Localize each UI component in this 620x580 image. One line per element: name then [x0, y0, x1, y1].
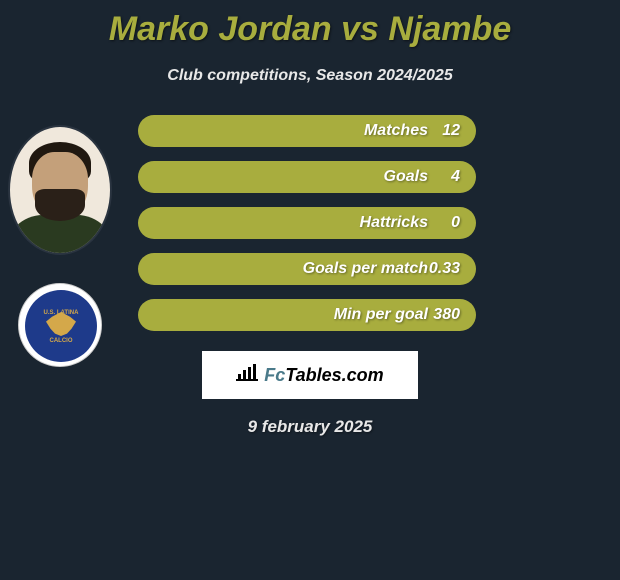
- club-badge-inner: U.S. LATINA CALCIO: [25, 290, 97, 362]
- club-badge: U.S. LATINA CALCIO: [18, 283, 102, 367]
- bar-chart-icon: [236, 364, 258, 387]
- content-area: U.S. LATINA CALCIO Matches 12 Goals 4 Ha…: [0, 115, 620, 437]
- source-logo-text: FcTables.com: [264, 365, 383, 386]
- player-photo: [8, 125, 112, 255]
- logo-suffix: Tables.com: [285, 365, 383, 385]
- stat-value: 380: [420, 299, 468, 331]
- stat-row-hattricks: Hattricks 0: [138, 207, 600, 239]
- stat-bar: Goals per match 0.33: [138, 253, 476, 285]
- stat-row-goals: Goals 4: [138, 161, 600, 193]
- stat-label: Hattricks: [138, 207, 428, 239]
- page-title: Marko Jordan vs Njambe: [0, 0, 620, 49]
- stat-value: 0: [420, 207, 468, 239]
- stat-label: Goals per match: [138, 253, 428, 285]
- stats-container: Matches 12 Goals 4 Hattricks 0 Goals per…: [138, 115, 600, 331]
- source-logo-box: FcTables.com: [202, 351, 418, 399]
- stat-bar: Goals 4: [138, 161, 476, 193]
- stat-label: Goals: [138, 161, 428, 193]
- logo-prefix: Fc: [264, 365, 285, 385]
- stat-value: 0.33: [420, 253, 468, 285]
- stat-value: 12: [420, 115, 468, 147]
- stat-label: Matches: [138, 115, 428, 147]
- stat-bar: Min per goal 380: [138, 299, 476, 331]
- stat-row-min-per-goal: Min per goal 380: [138, 299, 600, 331]
- club-label-bottom: CALCIO: [50, 338, 73, 344]
- player-beard-shape: [35, 189, 85, 221]
- stat-row-goals-per-match: Goals per match 0.33: [138, 253, 600, 285]
- stat-row-matches: Matches 12: [138, 115, 600, 147]
- page-subtitle: Club competitions, Season 2024/2025: [0, 67, 620, 85]
- stat-label: Min per goal: [138, 299, 428, 331]
- stat-bar: Hattricks 0: [138, 207, 476, 239]
- stat-bar: Matches 12: [138, 115, 476, 147]
- stat-value: 4: [420, 161, 468, 193]
- date-label: 9 february 2025: [0, 417, 620, 437]
